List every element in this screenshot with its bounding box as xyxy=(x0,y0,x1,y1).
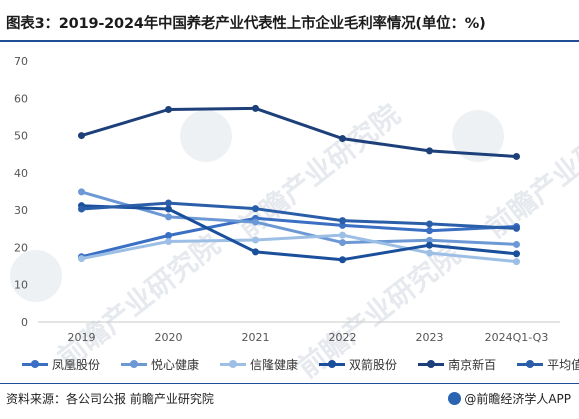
brand-mark: @前瞻经济学人APP xyxy=(448,390,571,407)
y-tick-label: 60 xyxy=(14,92,28,105)
data-point xyxy=(252,236,259,244)
series-悦心健康 xyxy=(78,188,520,248)
data-point xyxy=(339,217,346,225)
data-point xyxy=(252,248,259,256)
source-note: 资料来源：各公司公报 前瞻产业研究院 xyxy=(6,392,214,406)
series-line xyxy=(80,233,518,264)
series-平均值 xyxy=(78,199,520,232)
legend-item: 双箭股份 xyxy=(319,356,397,373)
series-layer xyxy=(78,104,520,266)
data-point xyxy=(513,224,520,232)
series-line xyxy=(80,201,518,230)
data-point xyxy=(165,231,172,239)
legend-swatch xyxy=(517,359,544,368)
data-point xyxy=(426,249,433,257)
legend-label: 悦心健康 xyxy=(151,357,200,372)
series-line xyxy=(80,204,518,262)
x-tick-label: 2022 xyxy=(329,331,357,344)
data-point xyxy=(426,220,433,228)
data-point xyxy=(513,152,520,160)
y-tick-label: 20 xyxy=(14,241,28,254)
data-point xyxy=(165,199,172,207)
brand-logo-icon xyxy=(448,392,462,405)
legend-item: 悦心健康 xyxy=(121,356,199,373)
legend-swatch xyxy=(220,359,247,368)
legend-label: 凤凰股份 xyxy=(52,357,101,372)
data-point xyxy=(252,205,259,213)
x-tick-label: 2020 xyxy=(155,331,183,344)
legend-item: 信隆健康 xyxy=(220,356,298,373)
legend-label: 双箭股份 xyxy=(349,357,398,372)
x-tick-label: 2024Q1-Q3 xyxy=(485,331,549,344)
data-point xyxy=(426,236,433,244)
series-line xyxy=(80,216,518,259)
legend-label: 平均值 xyxy=(547,357,579,372)
data-point xyxy=(426,241,433,249)
data-point xyxy=(339,231,346,239)
legend-item: 平均值 xyxy=(517,356,579,373)
data-point xyxy=(78,255,85,263)
legend-item: 凤凰股份 xyxy=(22,356,100,373)
data-point xyxy=(165,205,172,213)
y-tick-label: 0 xyxy=(21,316,28,329)
x-tick-label: 2021 xyxy=(242,331,270,344)
chart-title: 图表3：2019-2024年中国养老产业代表性上市企业毛利率情况(单位：%) xyxy=(6,16,486,32)
series-信隆健康 xyxy=(78,231,520,266)
title-divider xyxy=(0,40,579,42)
data-point xyxy=(426,147,433,155)
data-point xyxy=(78,188,85,196)
y-tick-label: 10 xyxy=(14,279,28,292)
y-tick-label: 30 xyxy=(14,204,28,217)
legend-label: 南京新百 xyxy=(448,357,497,372)
y-tick-label: 70 xyxy=(14,55,28,68)
chart-legend: 凤凰股份 悦心健康 信隆健康 双箭股份 南京新百 平均值 xyxy=(22,354,579,374)
series-line xyxy=(80,106,518,158)
x-tick-label: 2019 xyxy=(68,331,96,344)
data-point xyxy=(78,132,85,140)
legend-swatch xyxy=(22,359,48,368)
data-point xyxy=(165,213,172,221)
y-tick-label: 40 xyxy=(14,167,28,180)
data-point xyxy=(339,135,346,143)
data-point xyxy=(252,218,259,226)
x-tick-label: 2023 xyxy=(416,331,444,344)
legend-swatch xyxy=(418,359,445,368)
y-axis: 0 10 20 30 40 50 60 70 xyxy=(14,55,28,329)
legend-swatch xyxy=(319,359,346,368)
data-point xyxy=(78,205,85,213)
x-axis: 2019 2020 2021 2022 2023 2024Q1-Q3 xyxy=(38,321,560,344)
data-point xyxy=(339,221,346,229)
data-point xyxy=(165,237,172,245)
data-point xyxy=(513,250,520,258)
y-tick-label: 50 xyxy=(14,130,28,143)
series-南京新百 xyxy=(78,104,520,160)
data-point xyxy=(426,227,433,235)
legend-swatch xyxy=(121,359,148,368)
data-point xyxy=(339,256,346,264)
data-point xyxy=(513,258,520,266)
data-point xyxy=(165,105,172,113)
data-point xyxy=(252,104,259,112)
legend-label: 信隆健康 xyxy=(250,357,299,372)
footer-divider xyxy=(0,383,579,384)
series-line xyxy=(80,190,518,246)
brand-text: @前瞻经济学人APP xyxy=(464,392,571,406)
data-point xyxy=(339,239,346,247)
data-point xyxy=(513,240,520,248)
legend-item: 南京新百 xyxy=(418,356,496,373)
